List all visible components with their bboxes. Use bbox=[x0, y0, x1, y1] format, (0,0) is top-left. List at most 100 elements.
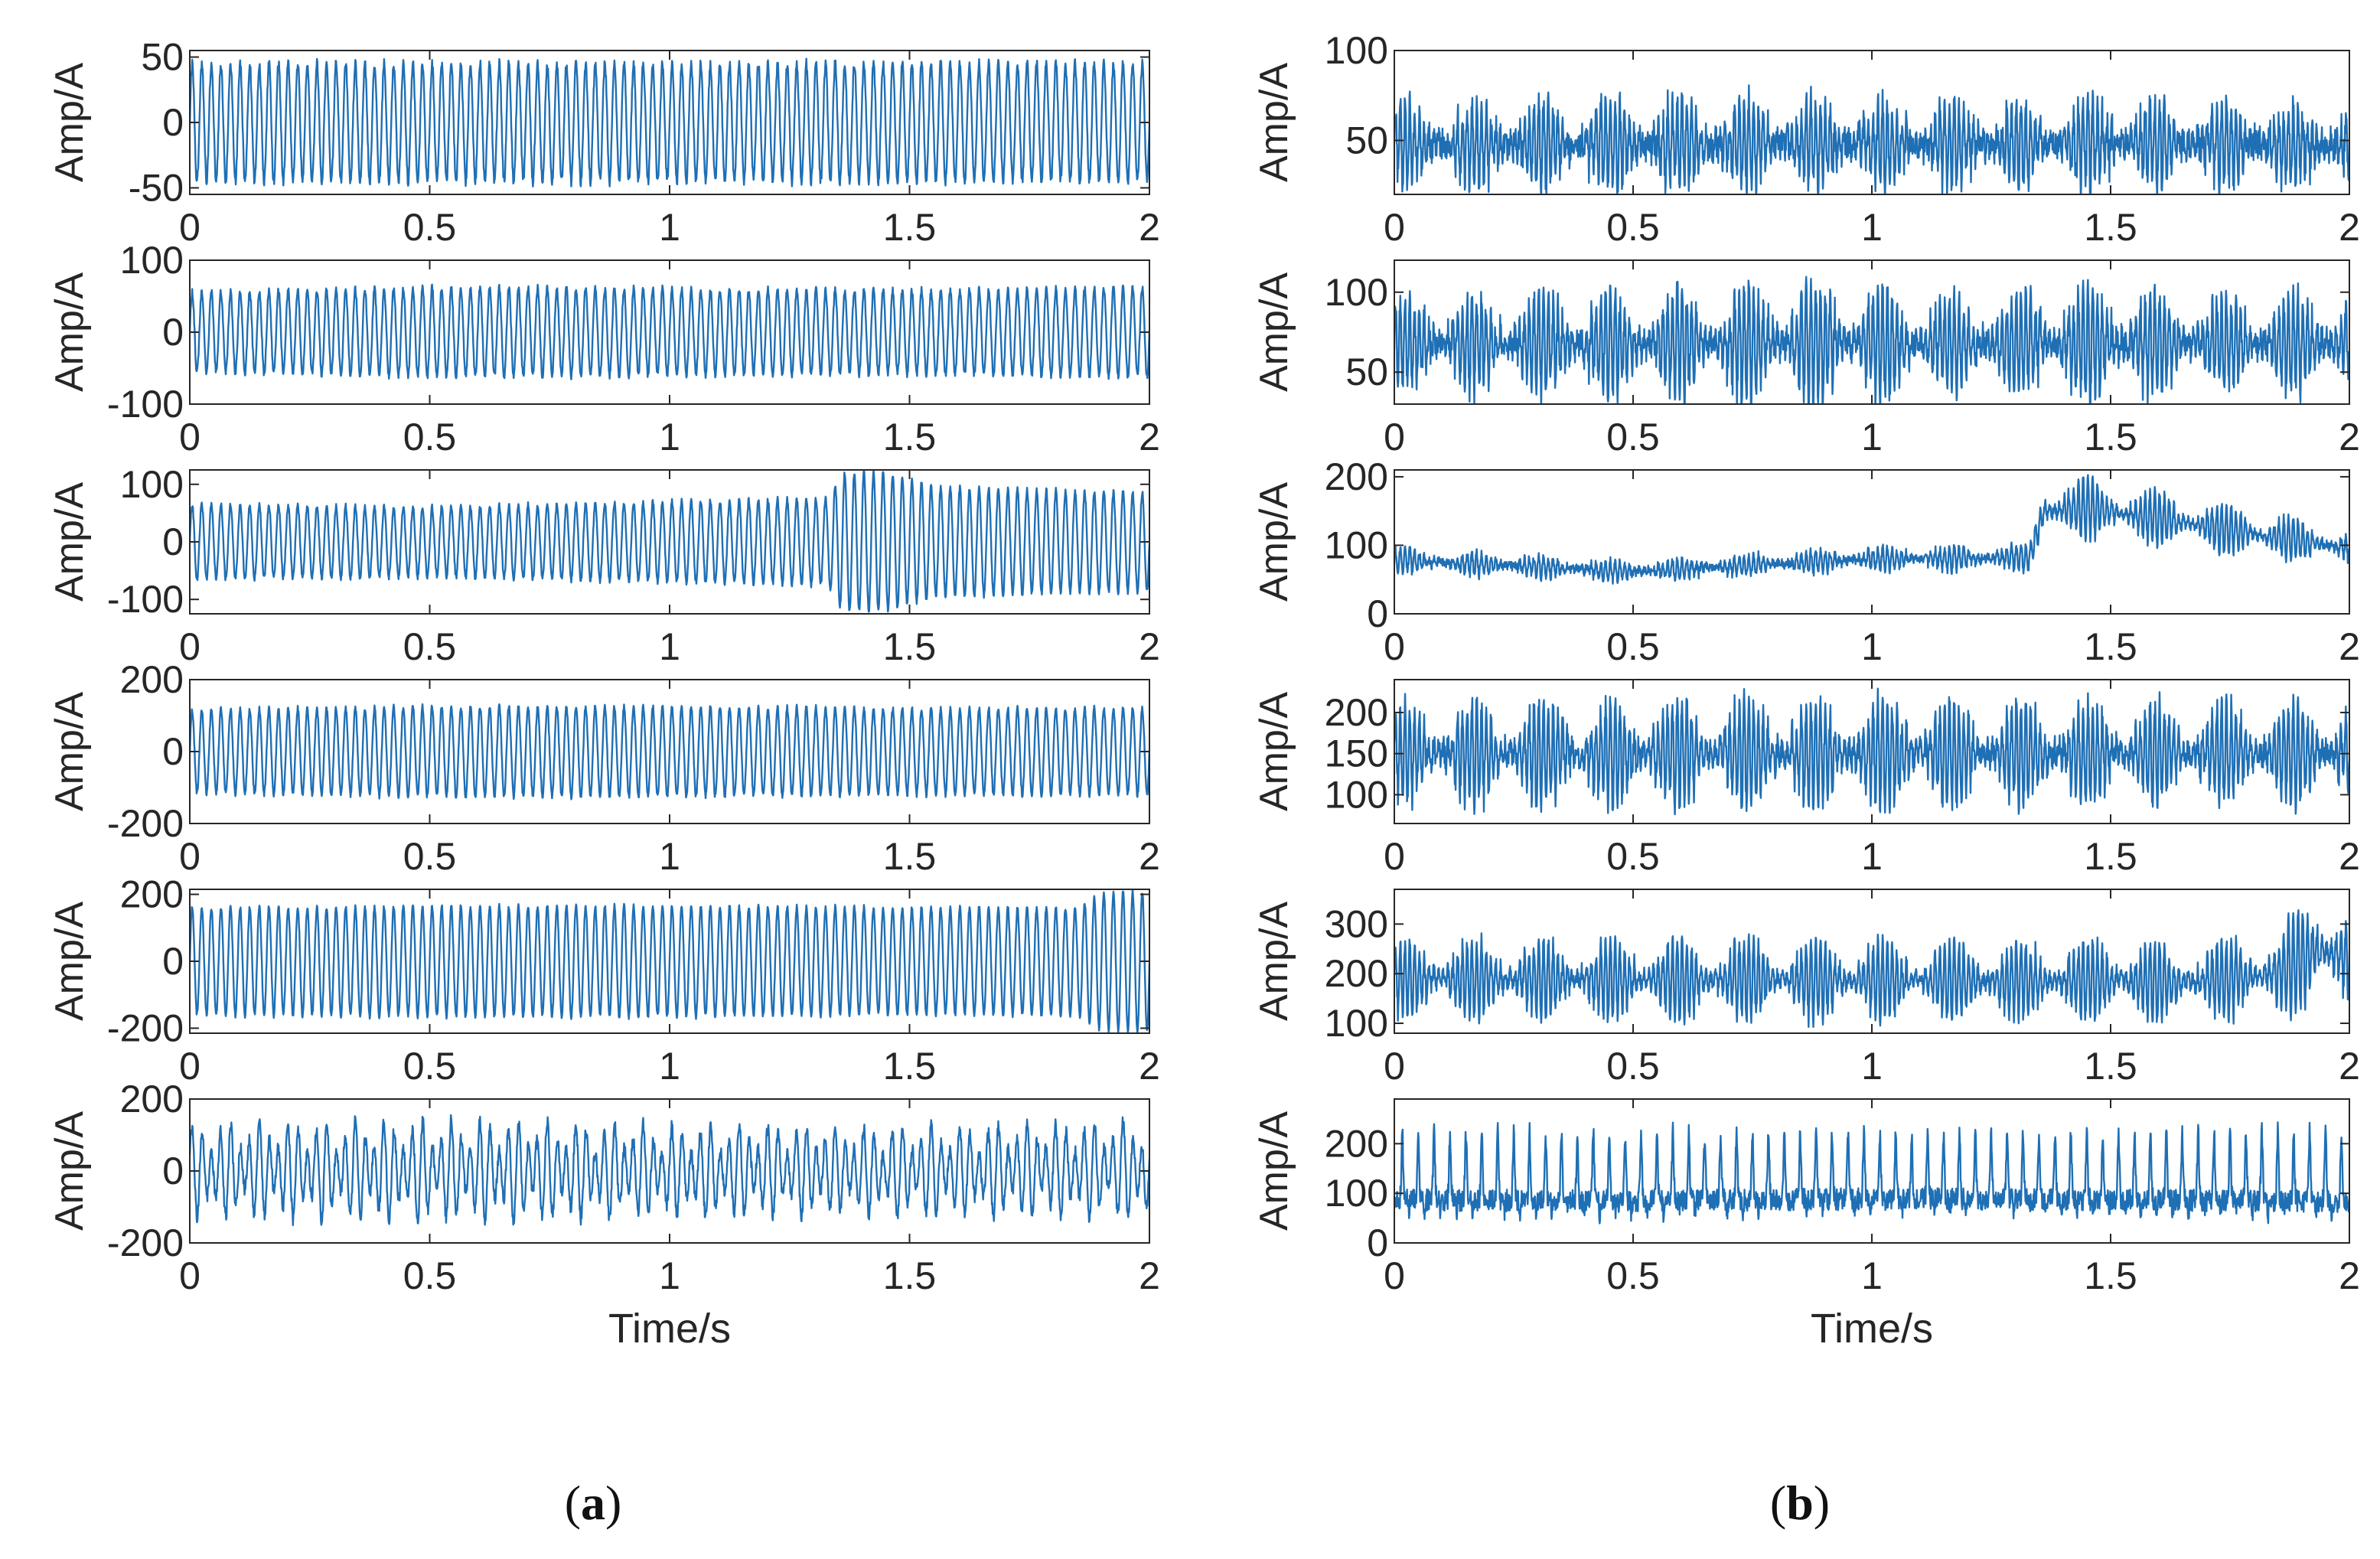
subplot-b3: 0 0.5 1 1.5 2 0 100 200 Amp/A bbox=[1252, 455, 2360, 668]
y-axis-label: Amp/A bbox=[47, 902, 92, 1021]
y-axis-label: Amp/A bbox=[47, 272, 92, 392]
subplot-b6: 0 0.5 1 1.5 2 0 100 200 Amp/A Time/s bbox=[1252, 1098, 2360, 1352]
x-tick-label: 2 bbox=[2339, 1045, 2360, 1088]
y-axis-label: Amp/A bbox=[1252, 63, 1296, 182]
x-tick-label: 2 bbox=[2339, 625, 2360, 668]
y-axis-label: Amp/A bbox=[1252, 692, 1296, 811]
x-tick-label: 0 bbox=[1384, 835, 1405, 878]
x-tick-label: 1.5 bbox=[2084, 206, 2137, 249]
x-tick-label: 0.5 bbox=[403, 206, 457, 249]
x-tick-label: 0 bbox=[179, 206, 201, 249]
x-tick-label: 0 bbox=[1384, 1254, 1405, 1297]
x-tick-label: 1 bbox=[1861, 206, 1883, 249]
y-tick-label: -200 bbox=[107, 1221, 184, 1264]
signal-trace bbox=[190, 703, 1149, 801]
y-axis-label: Amp/A bbox=[47, 692, 92, 811]
x-tick-label: 2 bbox=[1139, 206, 1160, 249]
y-tick-label: 0 bbox=[1367, 1221, 1388, 1264]
panel-label-b: (b) bbox=[1770, 1476, 1830, 1530]
x-tick-label: 0.5 bbox=[1606, 625, 1660, 668]
x-tick-label: 1.5 bbox=[2084, 416, 2137, 458]
x-tick-label: 0.5 bbox=[403, 1045, 457, 1088]
y-tick-label: 0 bbox=[162, 730, 184, 773]
y-axis-label: Amp/A bbox=[1252, 1111, 1296, 1231]
signal-trace bbox=[1394, 474, 2349, 585]
y-axis-label: Amp/A bbox=[1252, 902, 1296, 1021]
y-tick-label: -200 bbox=[107, 1006, 184, 1049]
x-tick-label: 1.5 bbox=[2084, 625, 2137, 668]
y-tick-label: 200 bbox=[120, 873, 184, 916]
y-axis-label: Amp/A bbox=[1252, 272, 1296, 392]
y-tick-label: 0 bbox=[162, 1150, 184, 1192]
panel-label-a: (a) bbox=[565, 1476, 622, 1530]
x-tick-label: 0 bbox=[1384, 625, 1405, 668]
y-tick-label: 0 bbox=[162, 520, 184, 563]
x-tick-label: 0.5 bbox=[1606, 206, 1660, 249]
x-tick-label: 1.5 bbox=[883, 1254, 937, 1297]
signal-trace bbox=[1394, 84, 2349, 194]
x-tick-label: 1 bbox=[1861, 625, 1883, 668]
x-tick-label: 1 bbox=[1861, 1254, 1883, 1297]
x-tick-label: 1 bbox=[1861, 835, 1883, 878]
y-tick-label: -200 bbox=[107, 802, 184, 845]
signal-trace bbox=[190, 889, 1149, 1033]
x-tick-label: 0 bbox=[179, 625, 201, 668]
y-tick-label: 200 bbox=[1325, 691, 1388, 734]
y-tick-label: 100 bbox=[1325, 271, 1388, 314]
y-axis-label: Amp/A bbox=[1252, 482, 1296, 602]
x-tick-label: 2 bbox=[1139, 1254, 1160, 1297]
x-tick-label: 1.5 bbox=[883, 835, 937, 878]
x-tick-label: 1.5 bbox=[883, 1045, 937, 1088]
x-tick-label: 2 bbox=[1139, 625, 1160, 668]
y-tick-label: 50 bbox=[1345, 119, 1388, 162]
signal-trace bbox=[1394, 1121, 2349, 1225]
y-tick-label: 50 bbox=[1345, 351, 1388, 393]
x-tick-label: 0.5 bbox=[1606, 835, 1660, 878]
x-tick-label: 1 bbox=[1861, 1045, 1883, 1088]
x-tick-label: 0 bbox=[179, 1045, 201, 1088]
signal-trace bbox=[190, 470, 1149, 613]
x-tick-label: 0 bbox=[1384, 1045, 1405, 1088]
y-axis-label: Amp/A bbox=[47, 63, 92, 182]
x-tick-label: 0.5 bbox=[1606, 1254, 1660, 1297]
y-tick-label: 0 bbox=[162, 940, 184, 983]
x-tick-label: 0.5 bbox=[1606, 1045, 1660, 1088]
x-tick-label: 1.5 bbox=[2084, 1254, 2137, 1297]
x-tick-label: 2 bbox=[2339, 1254, 2360, 1297]
y-tick-label: 200 bbox=[1325, 1122, 1388, 1165]
y-tick-label: 100 bbox=[120, 463, 184, 506]
y-tick-label: -50 bbox=[129, 166, 184, 209]
signal-trace bbox=[1394, 276, 2349, 404]
y-tick-label: 300 bbox=[1325, 902, 1388, 945]
y-tick-label: 0 bbox=[162, 311, 184, 354]
x-tick-label: 0 bbox=[1384, 206, 1405, 249]
signal-trace bbox=[1394, 909, 2349, 1029]
y-tick-label: 200 bbox=[120, 1078, 184, 1120]
x-tick-label: 1 bbox=[659, 206, 680, 249]
subplot-b1: 0 0.5 1 1.5 2 50 100 Amp/A bbox=[1252, 29, 2360, 249]
y-tick-label: 0 bbox=[162, 101, 184, 144]
signal-trace bbox=[1394, 687, 2349, 816]
x-tick-label: 0.5 bbox=[1606, 416, 1660, 458]
x-tick-label: 0.5 bbox=[403, 625, 457, 668]
x-tick-label: 0 bbox=[1384, 416, 1405, 458]
x-tick-label: 0.5 bbox=[403, 835, 457, 878]
signal-trace bbox=[190, 1114, 1149, 1227]
x-tick-label: 2 bbox=[1139, 416, 1160, 458]
x-tick-label: 2 bbox=[2339, 835, 2360, 878]
x-tick-label: 1 bbox=[659, 416, 680, 458]
x-tick-label: 1 bbox=[659, 835, 680, 878]
x-tick-label: 0 bbox=[179, 416, 201, 458]
x-tick-label: 1 bbox=[1861, 416, 1883, 458]
x-tick-label: 1 bbox=[659, 1045, 680, 1088]
signal-trace bbox=[190, 57, 1149, 188]
y-tick-label: 150 bbox=[1325, 732, 1388, 775]
